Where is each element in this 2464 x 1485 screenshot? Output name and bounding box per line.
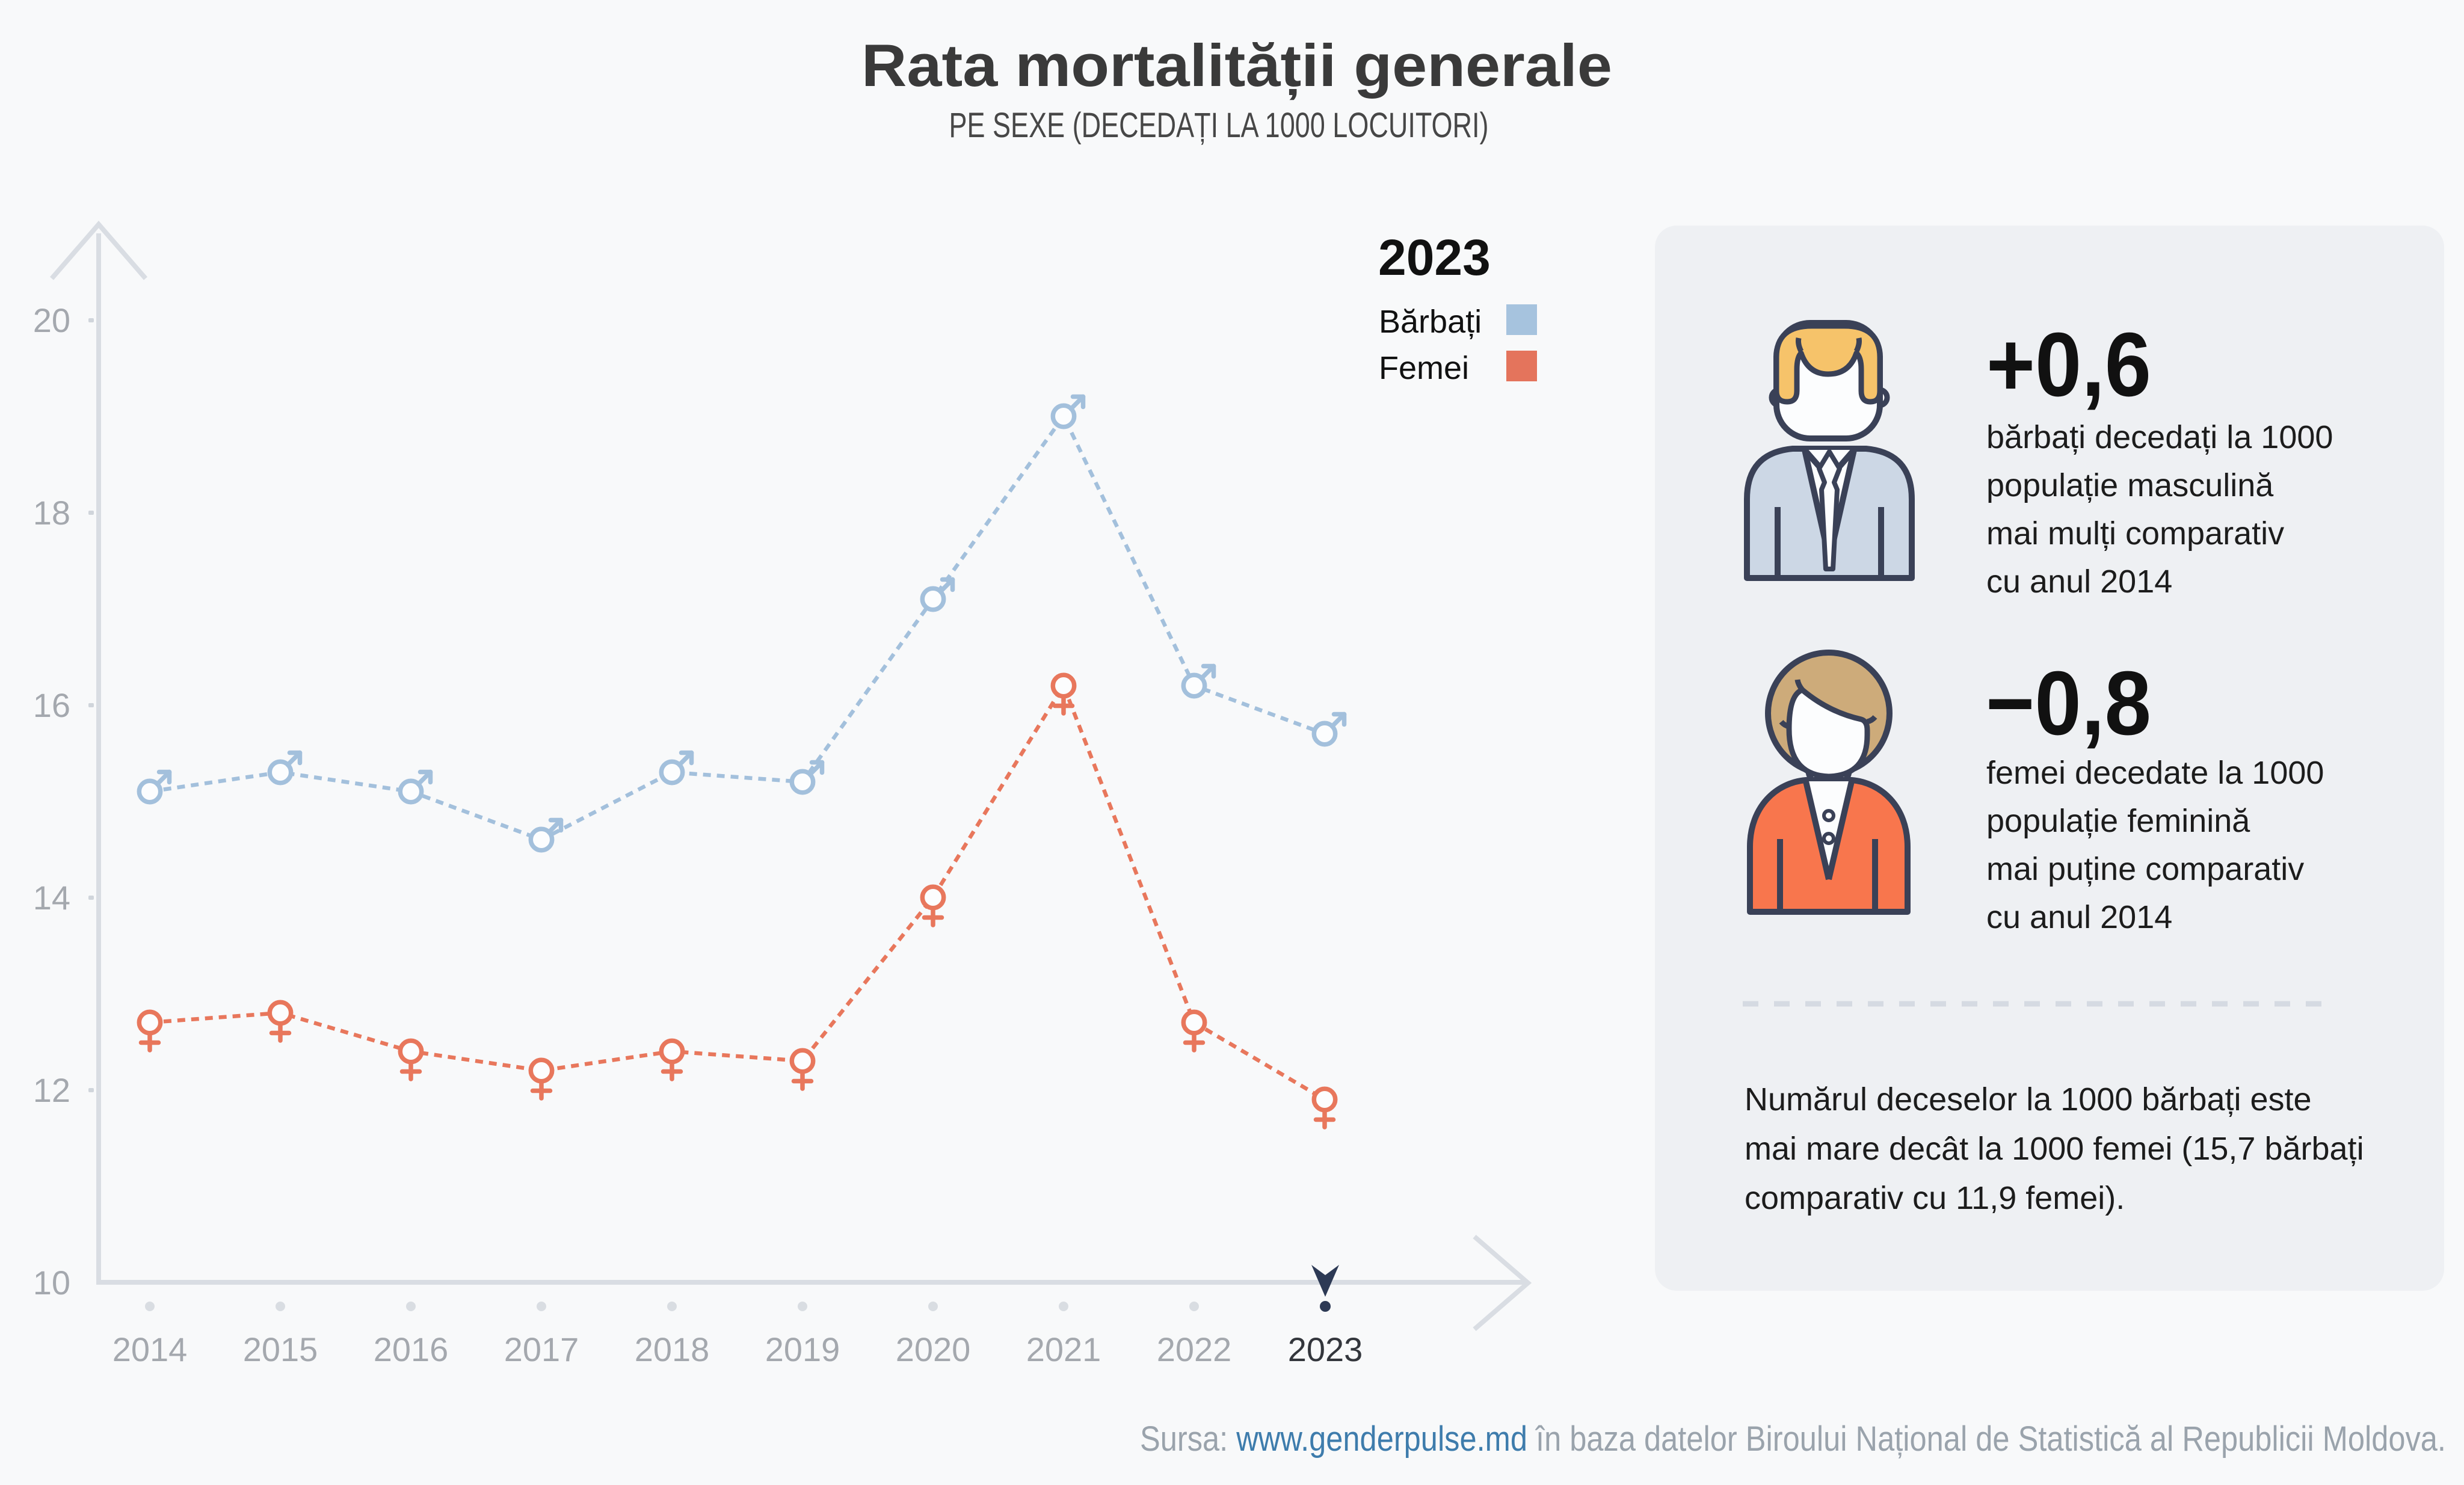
svg-text:cu anul 2014: cu anul 2014	[1986, 564, 2172, 600]
svg-text:Rata mortalității generale: Rata mortalității generale	[861, 32, 1612, 100]
svg-text:PE SEXE (DECEDAȚI LA 1000 LOCU: PE SEXE (DECEDAȚI LA 1000 LOCUITORI)	[949, 106, 1489, 145]
svg-text:16: 16	[33, 686, 70, 724]
svg-text:10: 10	[33, 1264, 70, 1302]
svg-text:12: 12	[33, 1071, 70, 1109]
svg-text:Femei: Femei	[1379, 350, 1469, 386]
svg-text:20: 20	[33, 301, 70, 339]
svg-text:2022: 2022	[1157, 1330, 1232, 1368]
svg-text:14: 14	[33, 879, 70, 917]
svg-text:Bărbați: Bărbați	[1379, 304, 1482, 340]
svg-text:populație masculină: populație masculină	[1986, 467, 2274, 503]
svg-text:femei decedate la 1000: femei decedate la 1000	[1986, 755, 2324, 791]
svg-text:2016: 2016	[374, 1330, 449, 1368]
svg-text:2018: 2018	[635, 1330, 710, 1368]
svg-text:bărbați decedați la 1000: bărbați decedați la 1000	[1986, 419, 2333, 455]
svg-text:mai mulți comparativ: mai mulți comparativ	[1986, 515, 2284, 552]
svg-text:mai mare decât la 1000 femei (: mai mare decât la 1000 femei (15,7 bărba…	[1745, 1131, 2364, 1167]
svg-text:cu anul 2014: cu anul 2014	[1986, 899, 2172, 935]
svg-text:2019: 2019	[765, 1330, 840, 1368]
svg-text:2023: 2023	[1288, 1330, 1363, 1368]
svg-text:populație feminină: populație feminină	[1986, 803, 2250, 839]
svg-text:−0,8: −0,8	[1986, 652, 2151, 754]
svg-text:Numărul deceselor la 1000 bărb: Numărul deceselor la 1000 bărbați este	[1745, 1081, 2312, 1118]
svg-text:18: 18	[33, 494, 70, 532]
svg-text:mai puține comparativ: mai puține comparativ	[1986, 851, 2304, 887]
svg-text:2020: 2020	[896, 1330, 971, 1368]
svg-text:2023: 2023	[1378, 229, 1491, 286]
svg-text:+0,6: +0,6	[1986, 313, 2151, 415]
svg-text:Sursa: www.genderpulse.md în b: Sursa: www.genderpulse.md în baza datelo…	[1140, 1419, 2446, 1459]
svg-text:2017: 2017	[504, 1330, 579, 1368]
svg-text:comparativ cu 11,9 femei).: comparativ cu 11,9 femei).	[1745, 1180, 2125, 1216]
svg-text:2021: 2021	[1026, 1330, 1101, 1368]
svg-text:2014: 2014	[112, 1330, 188, 1368]
svg-text:2015: 2015	[243, 1330, 318, 1368]
